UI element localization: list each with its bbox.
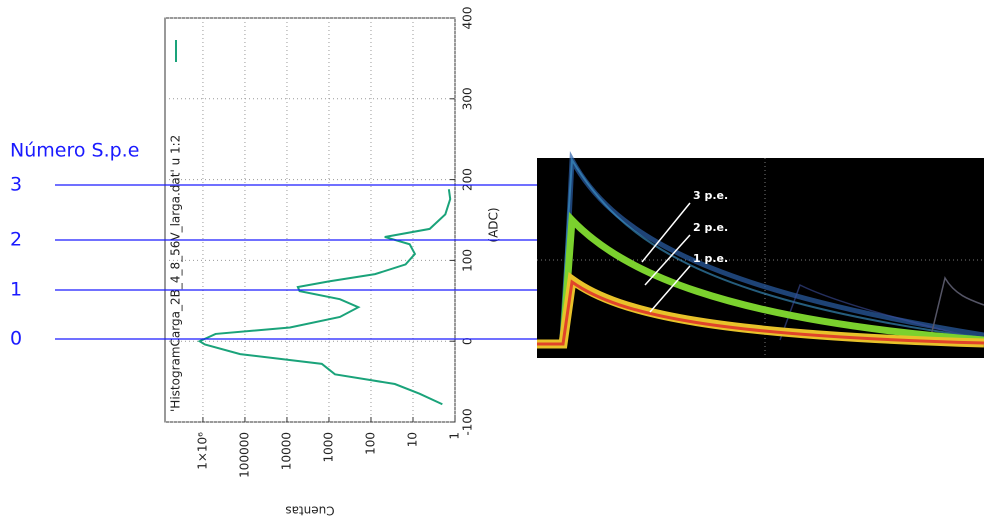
y-tick-label: 1: [448, 432, 462, 440]
x-tick-label: 0: [461, 337, 475, 345]
y-tick-label: 100000: [237, 432, 251, 478]
legend-label: 'HistogramCarga_2B_4_8_56V_larga.dat' u …: [169, 135, 183, 412]
level-label: 3: [10, 174, 22, 196]
plot-frame: [164, 17, 456, 423]
scope-label: 1 p.e.: [693, 252, 728, 265]
level-label: 1: [10, 279, 22, 301]
level-label: 2: [10, 229, 22, 251]
y-axis-label: Cuentas: [285, 504, 334, 518]
y-tick-label: 1000: [321, 432, 335, 463]
y-tick-label: 10: [405, 432, 419, 447]
x-tick-label: 100: [461, 249, 475, 272]
scope: [537, 150, 984, 358]
y-tick-label: 100: [363, 432, 377, 455]
y-tick-label: 10000: [279, 432, 293, 470]
x-tick-label: 300: [461, 87, 475, 110]
spe-title: Número S.p.e: [10, 140, 139, 162]
x-tick-label: 200: [461, 168, 475, 191]
scope-label: 3 p.e.: [693, 189, 728, 202]
data-line: [197, 189, 452, 406]
y-tick-label: 1×10⁶: [195, 432, 209, 470]
x-tick-label: 400: [461, 7, 475, 30]
scope-label: 2 p.e.: [693, 221, 728, 234]
x-axis-label: (ADC): [487, 207, 501, 242]
x-tick-label: -100: [461, 408, 475, 435]
level-label: 0: [10, 328, 22, 350]
